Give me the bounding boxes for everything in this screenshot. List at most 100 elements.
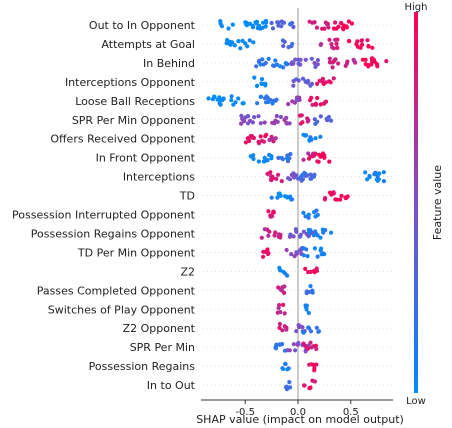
shap-point (301, 132, 306, 137)
shap-point (308, 340, 313, 345)
shap-point (315, 81, 320, 86)
shap-point (322, 197, 327, 202)
feature-label: Offers Received Opponent (50, 133, 195, 146)
shap-point (291, 83, 296, 88)
shap-point (267, 137, 272, 143)
shap-point (270, 26, 276, 31)
shap-point (276, 172, 281, 177)
shap-point (303, 214, 308, 219)
shap-point (306, 212, 311, 217)
shap-point (306, 118, 311, 123)
shap-point (269, 195, 274, 200)
shap-point (259, 77, 265, 82)
shap-point (299, 178, 304, 183)
feature-label: TD (179, 190, 195, 203)
shap-point (347, 39, 352, 44)
shap-point (305, 346, 311, 351)
shap-point (320, 26, 325, 31)
colorbar-gradient (414, 12, 418, 393)
shap-point (343, 63, 348, 68)
shap-point (314, 266, 319, 271)
shap-point (377, 171, 382, 176)
shap-point (333, 37, 338, 42)
shap-point (301, 341, 306, 346)
shap-point (251, 156, 256, 162)
x-tick-label: 0.5 (343, 407, 359, 418)
shap-point (321, 81, 326, 86)
shap-point (240, 38, 245, 44)
shap-point (252, 115, 257, 120)
shap-point (263, 83, 268, 88)
shap-point (226, 26, 231, 31)
shap-point (273, 58, 278, 63)
feature-label: In Behind (143, 57, 195, 70)
shap-point (313, 214, 318, 219)
shap-point (318, 235, 323, 240)
shap-point (314, 208, 319, 213)
feature-label: Passes Completed Opponent (37, 284, 196, 297)
shap-point (229, 94, 234, 99)
shap-point (230, 40, 235, 45)
shap-point (369, 56, 374, 61)
shap-point (240, 116, 245, 122)
shap-point (282, 39, 287, 44)
shap-point (296, 340, 301, 346)
shap-point (270, 214, 275, 219)
shap-point (309, 95, 314, 100)
shap-point (315, 254, 320, 259)
x-tick-label: -0.5 (235, 407, 255, 418)
feature-row: SPR Per Min Opponent (72, 113, 393, 127)
shap-point (297, 234, 303, 239)
shap-point (304, 307, 309, 312)
shap-point (327, 159, 332, 164)
shap-point (251, 40, 256, 45)
shap-point (271, 139, 276, 144)
shap-point (236, 96, 241, 101)
shap-point (243, 115, 248, 120)
shap-point (261, 254, 266, 259)
shap-point (312, 246, 317, 251)
shap-point (243, 41, 248, 46)
shap-point (282, 311, 287, 316)
shap-point (284, 247, 289, 253)
shap-point (301, 253, 306, 258)
shap-point (312, 379, 317, 384)
shap-point (271, 210, 276, 215)
colorbar: High Low Feature value (405, 2, 444, 407)
shap-point (315, 58, 320, 63)
shap-point (256, 159, 261, 164)
shap-point (313, 343, 318, 348)
shap-point (301, 229, 306, 234)
shap-point (274, 113, 279, 119)
feature-label: In Front Opponent (96, 152, 196, 165)
shap-point (313, 151, 318, 156)
shap-point (310, 154, 315, 159)
shap-point (291, 342, 296, 347)
feature-row: Possession Interrupted Opponent (12, 208, 393, 222)
shap-point (258, 94, 263, 99)
shap-point (307, 137, 312, 142)
shap-point (327, 56, 332, 61)
shap-point (338, 197, 343, 202)
shap-point (301, 330, 306, 335)
shap-point (273, 118, 278, 123)
shap-point (261, 20, 266, 25)
shap-point (346, 19, 351, 24)
shap-point (323, 20, 328, 25)
shap-point (284, 194, 289, 199)
shap-point (264, 132, 269, 137)
shap-point (309, 56, 314, 61)
shap-point (327, 60, 332, 65)
shap-point (243, 140, 248, 145)
shap-point (335, 45, 340, 51)
shap-point (270, 176, 275, 181)
shap-point (310, 288, 315, 293)
shap-point (257, 58, 262, 64)
shap-point (290, 41, 295, 47)
colorbar-title: Feature value (431, 165, 444, 240)
shap-point (363, 62, 368, 67)
shap-point (307, 156, 312, 161)
shap-point (331, 76, 336, 81)
shap-point (236, 39, 241, 44)
shap-point (306, 310, 311, 316)
